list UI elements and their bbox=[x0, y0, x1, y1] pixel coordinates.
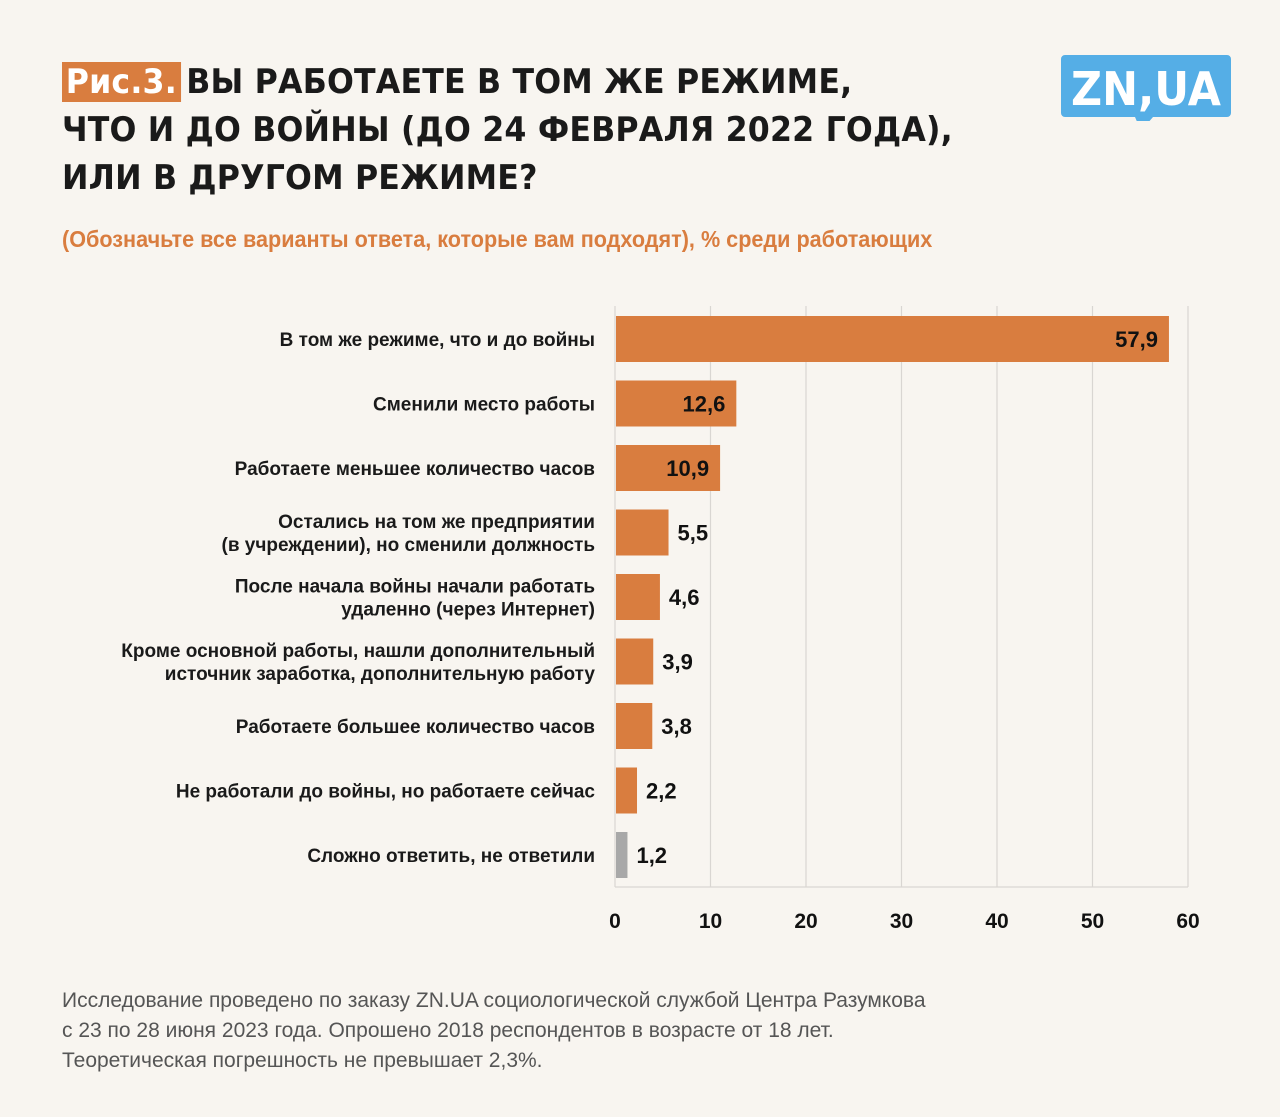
footer-line-1: Исследование проведено по заказу ZN.UA с… bbox=[62, 989, 926, 1012]
category-label-4: удаленно (через Интернет) bbox=[341, 600, 595, 621]
x-tick-label-60: 60 bbox=[1176, 910, 1199, 933]
x-tick-label-20: 20 bbox=[794, 910, 817, 933]
logo-speech-bubble-icon bbox=[1061, 55, 1231, 121]
category-label-1: Сменили место работы bbox=[373, 395, 595, 416]
value-label-5: 3,9 bbox=[662, 650, 693, 675]
x-axis-ticks: 0 10 20 30 40 50 60 bbox=[609, 910, 1200, 933]
value-labels: 57,9 12,6 10,9 5,5 4,6 3,9 3,8 2,2 1,2 bbox=[636, 327, 1157, 868]
value-label-1: 12,6 bbox=[683, 392, 726, 417]
figure-tag: Рис.3. bbox=[62, 62, 181, 102]
title-text-1: ВЫ РАБОТАЕТЕ В ТОМ ЖЕ РЕЖИМЕ, bbox=[186, 62, 853, 102]
x-tick-label-0: 0 bbox=[609, 910, 621, 933]
bar-0 bbox=[616, 316, 1169, 362]
title-line-1: Рис.3. ВЫ РАБОТАЕТЕ В ТОМ ЖЕ РЕЖИМЕ, bbox=[62, 58, 973, 106]
value-label-0: 57,9 bbox=[1115, 327, 1158, 352]
footer-line-3: Теоретическая погрешность не превышает 2… bbox=[62, 1049, 543, 1072]
bar-6 bbox=[616, 703, 653, 749]
bar-2 bbox=[616, 445, 721, 491]
x-tick-label-30: 30 bbox=[890, 910, 913, 933]
title-line-3: ИЛИ В ДРУГОМ РЕЖИМЕ? bbox=[62, 158, 538, 198]
x-tick-label-40: 40 bbox=[985, 910, 1008, 933]
category-labels: В том же режиме, что и до войны Сменили м… bbox=[121, 330, 595, 867]
value-label-8: 1,2 bbox=[636, 843, 667, 868]
value-label-4: 4,6 bbox=[669, 585, 700, 610]
value-label-2: 10,9 bbox=[666, 456, 709, 481]
bar-7 bbox=[616, 767, 638, 814]
bar-chart: В том же режиме, что и до войны Сменили м… bbox=[121, 306, 1200, 933]
bar-4 bbox=[616, 574, 660, 620]
footer-line-2: с 23 по 28 июня 2023 года. Опрошено 2018… bbox=[62, 1019, 834, 1042]
category-label-3: Остались на том же предприятии bbox=[278, 512, 595, 533]
category-label-3: (в учреждении), но сменили должность bbox=[222, 535, 595, 556]
bar-3 bbox=[616, 509, 669, 556]
category-label-5: Кроме основной работы, нашли дополнитель… bbox=[121, 641, 595, 662]
bar-1 bbox=[616, 380, 737, 427]
logo-text: ZN,UA bbox=[1071, 62, 1221, 116]
bar-8 bbox=[616, 832, 628, 878]
bar-5 bbox=[616, 638, 654, 685]
x-tick-label-10: 10 bbox=[699, 910, 722, 933]
zn-ua-logo: ZN,UA bbox=[1061, 55, 1231, 121]
value-label-3: 5,5 bbox=[678, 521, 709, 546]
bars bbox=[616, 316, 1169, 878]
category-label-6: Работаете большее количество часов bbox=[236, 717, 595, 738]
category-label-0: В том же режиме, что и до войны bbox=[280, 330, 595, 351]
chart-title: Рис.3. ВЫ РАБОТАЕТЕ В ТОМ ЖЕ РЕЖИМЕ, ЧТО … bbox=[62, 58, 973, 202]
title-line-2: ЧТО И ДО ВОЙНЫ (ДО 24 ФЕВРАЛЯ 2022 ГОДА)… bbox=[62, 110, 953, 150]
category-label-4: После начала войны начали работать bbox=[235, 577, 595, 598]
value-label-6: 3,8 bbox=[661, 714, 692, 739]
category-label-8: Сложно ответить, не ответили bbox=[307, 846, 595, 867]
category-label-7: Не работали до войны, но работаете сейча… bbox=[176, 782, 596, 803]
value-label-7: 2,2 bbox=[646, 779, 677, 804]
x-tick-label-50: 50 bbox=[1081, 910, 1104, 933]
chart-subtitle: (Обозначьте все варианты ответа, которые… bbox=[62, 226, 933, 252]
category-label-2: Работаете меньшее количество часов bbox=[235, 459, 595, 480]
category-label-5: источник заработка, дополнительную работ… bbox=[165, 664, 596, 685]
footer-note: Исследование проведено по заказу ZN.UA с… bbox=[62, 986, 926, 1076]
